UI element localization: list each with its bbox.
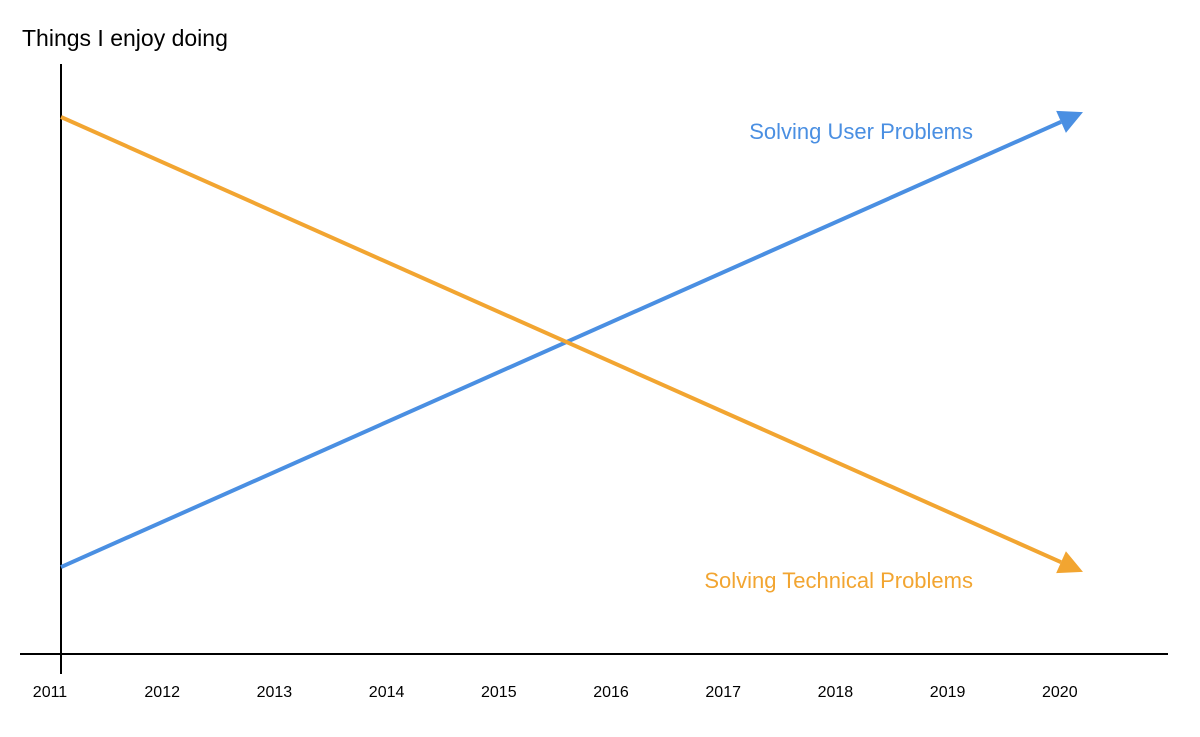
x-tick-label-2013: 2013 (257, 684, 293, 701)
x-tick-label-2020: 2020 (1042, 684, 1078, 701)
x-tick-label-2015: 2015 (481, 684, 517, 701)
series-line-solving-technical-problems (60, 115, 1062, 564)
x-tick-label-2018: 2018 (818, 684, 854, 701)
y-axis-label: Things I enjoy doing (22, 25, 228, 51)
series-line-solving-user-problems (60, 120, 1062, 569)
arrowhead-solving-technical-problems (1056, 551, 1083, 574)
x-tick-label-2012: 2012 (144, 684, 180, 701)
x-tick-label-2016: 2016 (593, 684, 629, 701)
x-tick-label-2017: 2017 (705, 684, 741, 701)
series-label-solving-technical-problems: Solving Technical Problems (704, 568, 973, 593)
x-tick-label-2011: 2011 (33, 684, 68, 701)
x-tick-labels: 2011 2012 2013 2014 2015 2016 2017 2018 2019 2020 (33, 684, 1078, 701)
series-labels: Solving User Problems Solving Technical … (704, 119, 973, 593)
arrowhead-solving-user-problems (1056, 110, 1083, 133)
x-tick-label-2014: 2014 (369, 684, 405, 701)
series-layer (60, 110, 1083, 574)
series-label-solving-user-problems: Solving User Problems (749, 119, 973, 144)
x-tick-label-2019: 2019 (930, 684, 966, 701)
